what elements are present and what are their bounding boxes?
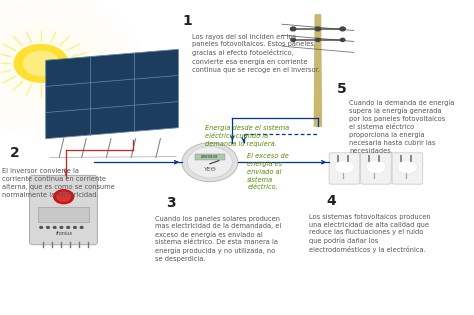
Text: 1: 1 <box>182 14 192 28</box>
Circle shape <box>2 36 80 91</box>
Circle shape <box>340 38 345 42</box>
Text: YEΘ: YEΘ <box>203 167 216 172</box>
Text: fronius: fronius <box>55 231 72 236</box>
Circle shape <box>67 226 70 228</box>
Circle shape <box>291 38 295 42</box>
Circle shape <box>0 19 105 108</box>
Text: Energía desde el sistema
eléctrico cuando la
demanda lo requiera.: Energía desde el sistema eléctrico cuand… <box>205 124 290 146</box>
Circle shape <box>57 192 71 201</box>
Circle shape <box>54 190 73 203</box>
FancyBboxPatch shape <box>329 153 360 184</box>
Text: 0000000: 0000000 <box>201 155 219 159</box>
Text: Cuando los paneles solares producen
mas electricidad de la demandada, el
exceso : Cuando los paneles solares producen mas … <box>155 215 281 262</box>
Circle shape <box>14 45 68 82</box>
Circle shape <box>340 27 346 31</box>
Bar <box>37 207 89 222</box>
Circle shape <box>73 226 76 228</box>
Circle shape <box>40 226 43 228</box>
Circle shape <box>366 160 386 174</box>
Circle shape <box>398 160 417 174</box>
Text: 2: 2 <box>10 146 20 160</box>
Circle shape <box>291 27 296 31</box>
Text: 5: 5 <box>337 82 346 95</box>
Circle shape <box>182 143 238 182</box>
Text: 3: 3 <box>166 196 175 210</box>
Circle shape <box>335 160 354 174</box>
Circle shape <box>0 28 92 99</box>
Circle shape <box>187 146 232 178</box>
Circle shape <box>0 2 129 124</box>
Circle shape <box>60 226 63 228</box>
Text: 4: 4 <box>327 194 336 209</box>
Circle shape <box>0 11 117 116</box>
Circle shape <box>315 27 320 31</box>
Text: El exceso de
energía es
enviado al
sistema
eléctrico.: El exceso de energía es enviado al siste… <box>247 153 289 191</box>
Circle shape <box>46 226 49 228</box>
Circle shape <box>24 51 59 76</box>
Polygon shape <box>46 49 178 139</box>
Text: Los rayos del sol inciden en los
paneles fotovoltaicos. Estos paneles,
gracias a: Los rayos del sol inciden en los paneles… <box>192 34 320 73</box>
Text: El inversor convierte la
corriente continua en corriente
alterna, que es como se: El inversor convierte la corriente conti… <box>2 169 115 198</box>
Circle shape <box>316 38 320 42</box>
Circle shape <box>54 226 56 228</box>
Circle shape <box>80 226 83 228</box>
Text: Cuando la demanda de energía
supera la energía generada
por los paneles fotovolt: Cuando la demanda de energía supera la e… <box>349 100 455 154</box>
FancyBboxPatch shape <box>392 153 423 184</box>
FancyBboxPatch shape <box>29 175 98 245</box>
Text: Los sistemas fotovoltaicos producen
una electricidad de alta calidad que
reduce : Los sistemas fotovoltaicos producen una … <box>309 214 430 253</box>
Polygon shape <box>314 15 321 126</box>
FancyBboxPatch shape <box>361 153 391 184</box>
Circle shape <box>0 0 141 133</box>
Bar <box>195 154 225 160</box>
